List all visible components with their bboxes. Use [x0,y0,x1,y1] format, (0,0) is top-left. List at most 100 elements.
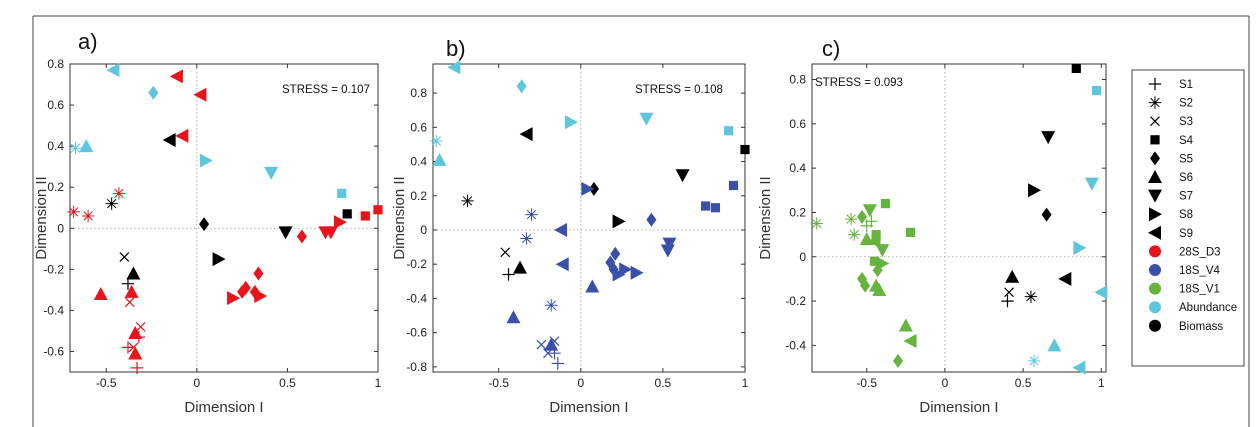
y-tick-label: 0.4 [410,155,427,169]
stress-value: STRESS = 0.107 [282,84,370,96]
data-point-s2-18s_v4 [525,208,538,221]
data-point-s5-biomass [199,217,210,232]
y-tick-label: 0.8 [789,73,806,87]
y-axis-title: Dimension II [757,176,774,259]
y-tick-label: -0.2 [43,262,64,276]
x-tick-label: 1 [742,376,749,390]
data-point-s1-biomass [1001,294,1014,308]
data-point-s4-18s_v4 [700,201,711,211]
data-point-s6-28s_d3 [124,284,139,298]
data-point-s4-abundance [337,188,347,198]
data-point-s4-18s_v1 [880,198,891,209]
data-point-s2-abundance [1027,354,1041,368]
data-point-s6-18s_v1 [898,318,913,332]
data-point-s5-abundance [516,79,527,94]
panel-a: -0.5 0 0.5 1 -0.6 -0.4 -0.2 0 0.2 0.4 0.6 0.8 Dimens… [33,29,383,416]
legend-label-s5: S5 [1179,153,1193,165]
panel-letter: c) [822,36,840,61]
y-tick-label: 0.2 [789,205,806,219]
x-axis-title: Dimension I [184,399,263,416]
data-point-s7-abundance [639,112,654,126]
data-point-s4-abundance [723,126,734,136]
data-point-s1-18s_v4 [551,357,564,370]
data-point-s6-18s_v4 [585,279,600,293]
data-point-s9-abundance [1072,360,1086,375]
legend-marker-s5 [1150,151,1160,166]
plot-area-box [432,63,746,373]
data-point-s6-18s_v4 [506,310,521,324]
legend-label-biomass: Biomass [1179,321,1223,333]
data-point-s1-28s_d3 [121,341,135,354]
data-point-s2-18s_v4 [545,299,558,312]
data-point-s3-28s_d3 [135,321,146,332]
data-point-s8-18s_v4 [612,267,626,282]
data-point-s9-biomass [1058,271,1072,286]
legend-marker-s1 [1148,77,1162,91]
data-point-s4-18s_v4 [728,180,739,191]
x-tick-label: -0.5 [96,376,117,390]
data-point-s2-28s_d3 [112,187,126,200]
data-point-s3-biomass [1004,287,1014,298]
legend-marker-s4 [1150,135,1160,145]
y-tick-label: -0.2 [785,294,806,308]
legend-label-abundance: Abundance [1179,302,1237,314]
x-tick-label: 0 [942,376,949,390]
legend-label-28s_d3: 28S_D3 [1179,246,1221,258]
data-point-s2-18s_v1 [848,228,861,241]
data-point-s6-abundance [79,139,94,153]
y-tick-label: 0 [57,221,64,235]
y-tick-label: -0.6 [43,344,64,358]
legend-marker-s9 [1148,225,1161,240]
data-point-s8-biomass [212,252,226,267]
legend-label-s9: S9 [1179,228,1193,240]
legend-marker-s8 [1149,207,1162,222]
y-axis-title: Dimension II [391,176,408,259]
data-point-s4-biomass [740,144,750,155]
data-point-s2-abundance [69,141,82,155]
data-point-s7-18s_v4 [660,244,675,258]
data-point-s4-18s_v1 [869,256,880,266]
legend-marker-s3 [1150,116,1160,127]
data-points [810,63,1108,375]
data-point-s9-18s_v4 [554,222,568,237]
x-axis-title: Dimension I [919,399,998,416]
data-point-s9-18s_v4 [555,257,569,272]
data-point-s2-18s_v1 [810,217,823,230]
data-point-s7-biomass [278,226,293,240]
data-point-s1-biomass [502,268,515,281]
legend-label-s1: S1 [1179,79,1193,91]
legend-label-s7: S7 [1179,191,1193,203]
data-point-s1-28s_d3 [130,361,144,375]
panels: -0.5 0 0.5 1 -0.6 -0.4 -0.2 0 0.2 0.4 0.6 0.8 Dimens… [33,29,1108,416]
data-point-s8-abundance [564,115,578,130]
legend-color-18s_v1 [1149,282,1161,295]
data-point-s6-biomass [513,260,528,274]
panel-letter: a) [78,29,98,54]
y-tick-label: 0.6 [47,98,64,112]
data-point-s9-28s_d3 [193,87,207,102]
x-tick-label: 0 [577,376,584,390]
data-point-s7-18s_v4 [662,237,677,251]
data-point-s9-abundance [447,60,461,75]
data-point-s5-18s_v1 [872,263,883,278]
y-tick-label: 0.2 [410,189,427,203]
data-point-s1-18s_v4 [548,346,561,360]
y-axis-title: Dimension II [33,176,50,259]
data-point-s8-28s_d3 [227,291,241,306]
data-point-s4-18s_v4 [710,203,721,213]
data-point-s4-biomass [1071,63,1081,74]
x-axis-title: Dimension I [549,399,628,416]
legend-label-18s_v1: 18S_V1 [1179,284,1220,296]
data-point-s2-biomass [105,197,118,210]
legend-marker-s6 [1148,170,1162,183]
x-tick-label: 0.5 [1015,376,1032,390]
data-point-s8-abundance [1073,240,1087,255]
x-tick-label: 1 [1098,376,1105,390]
x-tick-label: 0.5 [655,376,672,390]
y-tick-label: 0.6 [410,120,427,134]
data-point-s9-18s_v1 [903,333,917,348]
x-tick-label: -0.5 [488,376,509,390]
data-point-s8-biomass [612,214,626,229]
